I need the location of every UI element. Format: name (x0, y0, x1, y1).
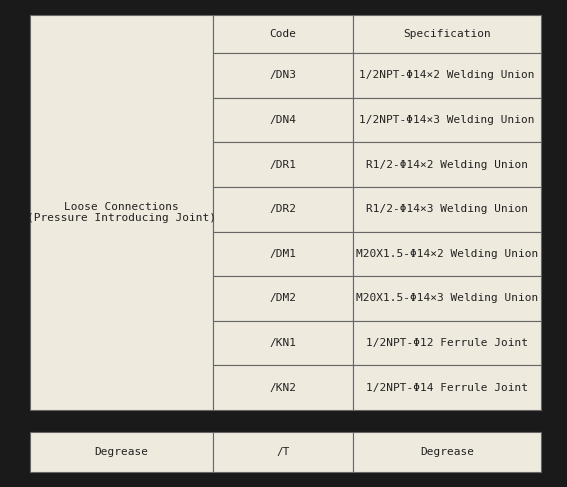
Text: /KN2: /KN2 (269, 383, 297, 393)
Text: /DN3: /DN3 (269, 70, 297, 80)
Bar (353, 276, 541, 321)
Bar (213, 53, 353, 97)
Text: R1/2-Φ14×2 Welding Union: R1/2-Φ14×2 Welding Union (366, 160, 528, 169)
Bar (213, 276, 353, 321)
Bar (213, 15, 353, 53)
Text: /DR2: /DR2 (269, 204, 297, 214)
Bar (353, 231, 541, 276)
Bar (213, 231, 353, 276)
Bar (213, 187, 353, 231)
Text: M20X1.5-Φ14×2 Welding Union: M20X1.5-Φ14×2 Welding Union (356, 249, 538, 259)
Text: /KN1: /KN1 (269, 338, 297, 348)
Bar (213, 365, 353, 410)
Text: Specification: Specification (403, 29, 491, 39)
Text: /DN4: /DN4 (269, 115, 297, 125)
Text: 1/2NPT-Φ14 Ferrule Joint: 1/2NPT-Φ14 Ferrule Joint (366, 383, 528, 393)
Bar (30, 432, 213, 472)
Bar (213, 97, 353, 142)
Bar (353, 321, 541, 365)
Bar (30, 15, 213, 410)
Text: /DM2: /DM2 (269, 294, 297, 303)
Text: M20X1.5-Φ14×3 Welding Union: M20X1.5-Φ14×3 Welding Union (356, 294, 538, 303)
Text: 1/2NPT-Φ14×3 Welding Union: 1/2NPT-Φ14×3 Welding Union (359, 115, 535, 125)
Bar (353, 53, 541, 97)
Text: R1/2-Φ14×3 Welding Union: R1/2-Φ14×3 Welding Union (366, 204, 528, 214)
Bar (213, 321, 353, 365)
Bar (353, 187, 541, 231)
Bar (353, 142, 541, 187)
Text: 1/2NPT-Φ14×2 Welding Union: 1/2NPT-Φ14×2 Welding Union (359, 70, 535, 80)
Bar (353, 432, 541, 472)
Bar (353, 15, 541, 53)
Bar (213, 142, 353, 187)
Text: 1/2NPT-Φ12 Ferrule Joint: 1/2NPT-Φ12 Ferrule Joint (366, 338, 528, 348)
Text: Degrease: Degrease (420, 447, 474, 457)
Text: /T: /T (276, 447, 290, 457)
Text: /DM1: /DM1 (269, 249, 297, 259)
Bar (353, 365, 541, 410)
Bar (213, 432, 353, 472)
Text: Loose Connections
(Pressure Introducing Joint): Loose Connections (Pressure Introducing … (27, 202, 216, 224)
Text: Degrease: Degrease (95, 447, 149, 457)
Text: Code: Code (269, 29, 297, 39)
Text: /DR1: /DR1 (269, 160, 297, 169)
Bar (353, 97, 541, 142)
